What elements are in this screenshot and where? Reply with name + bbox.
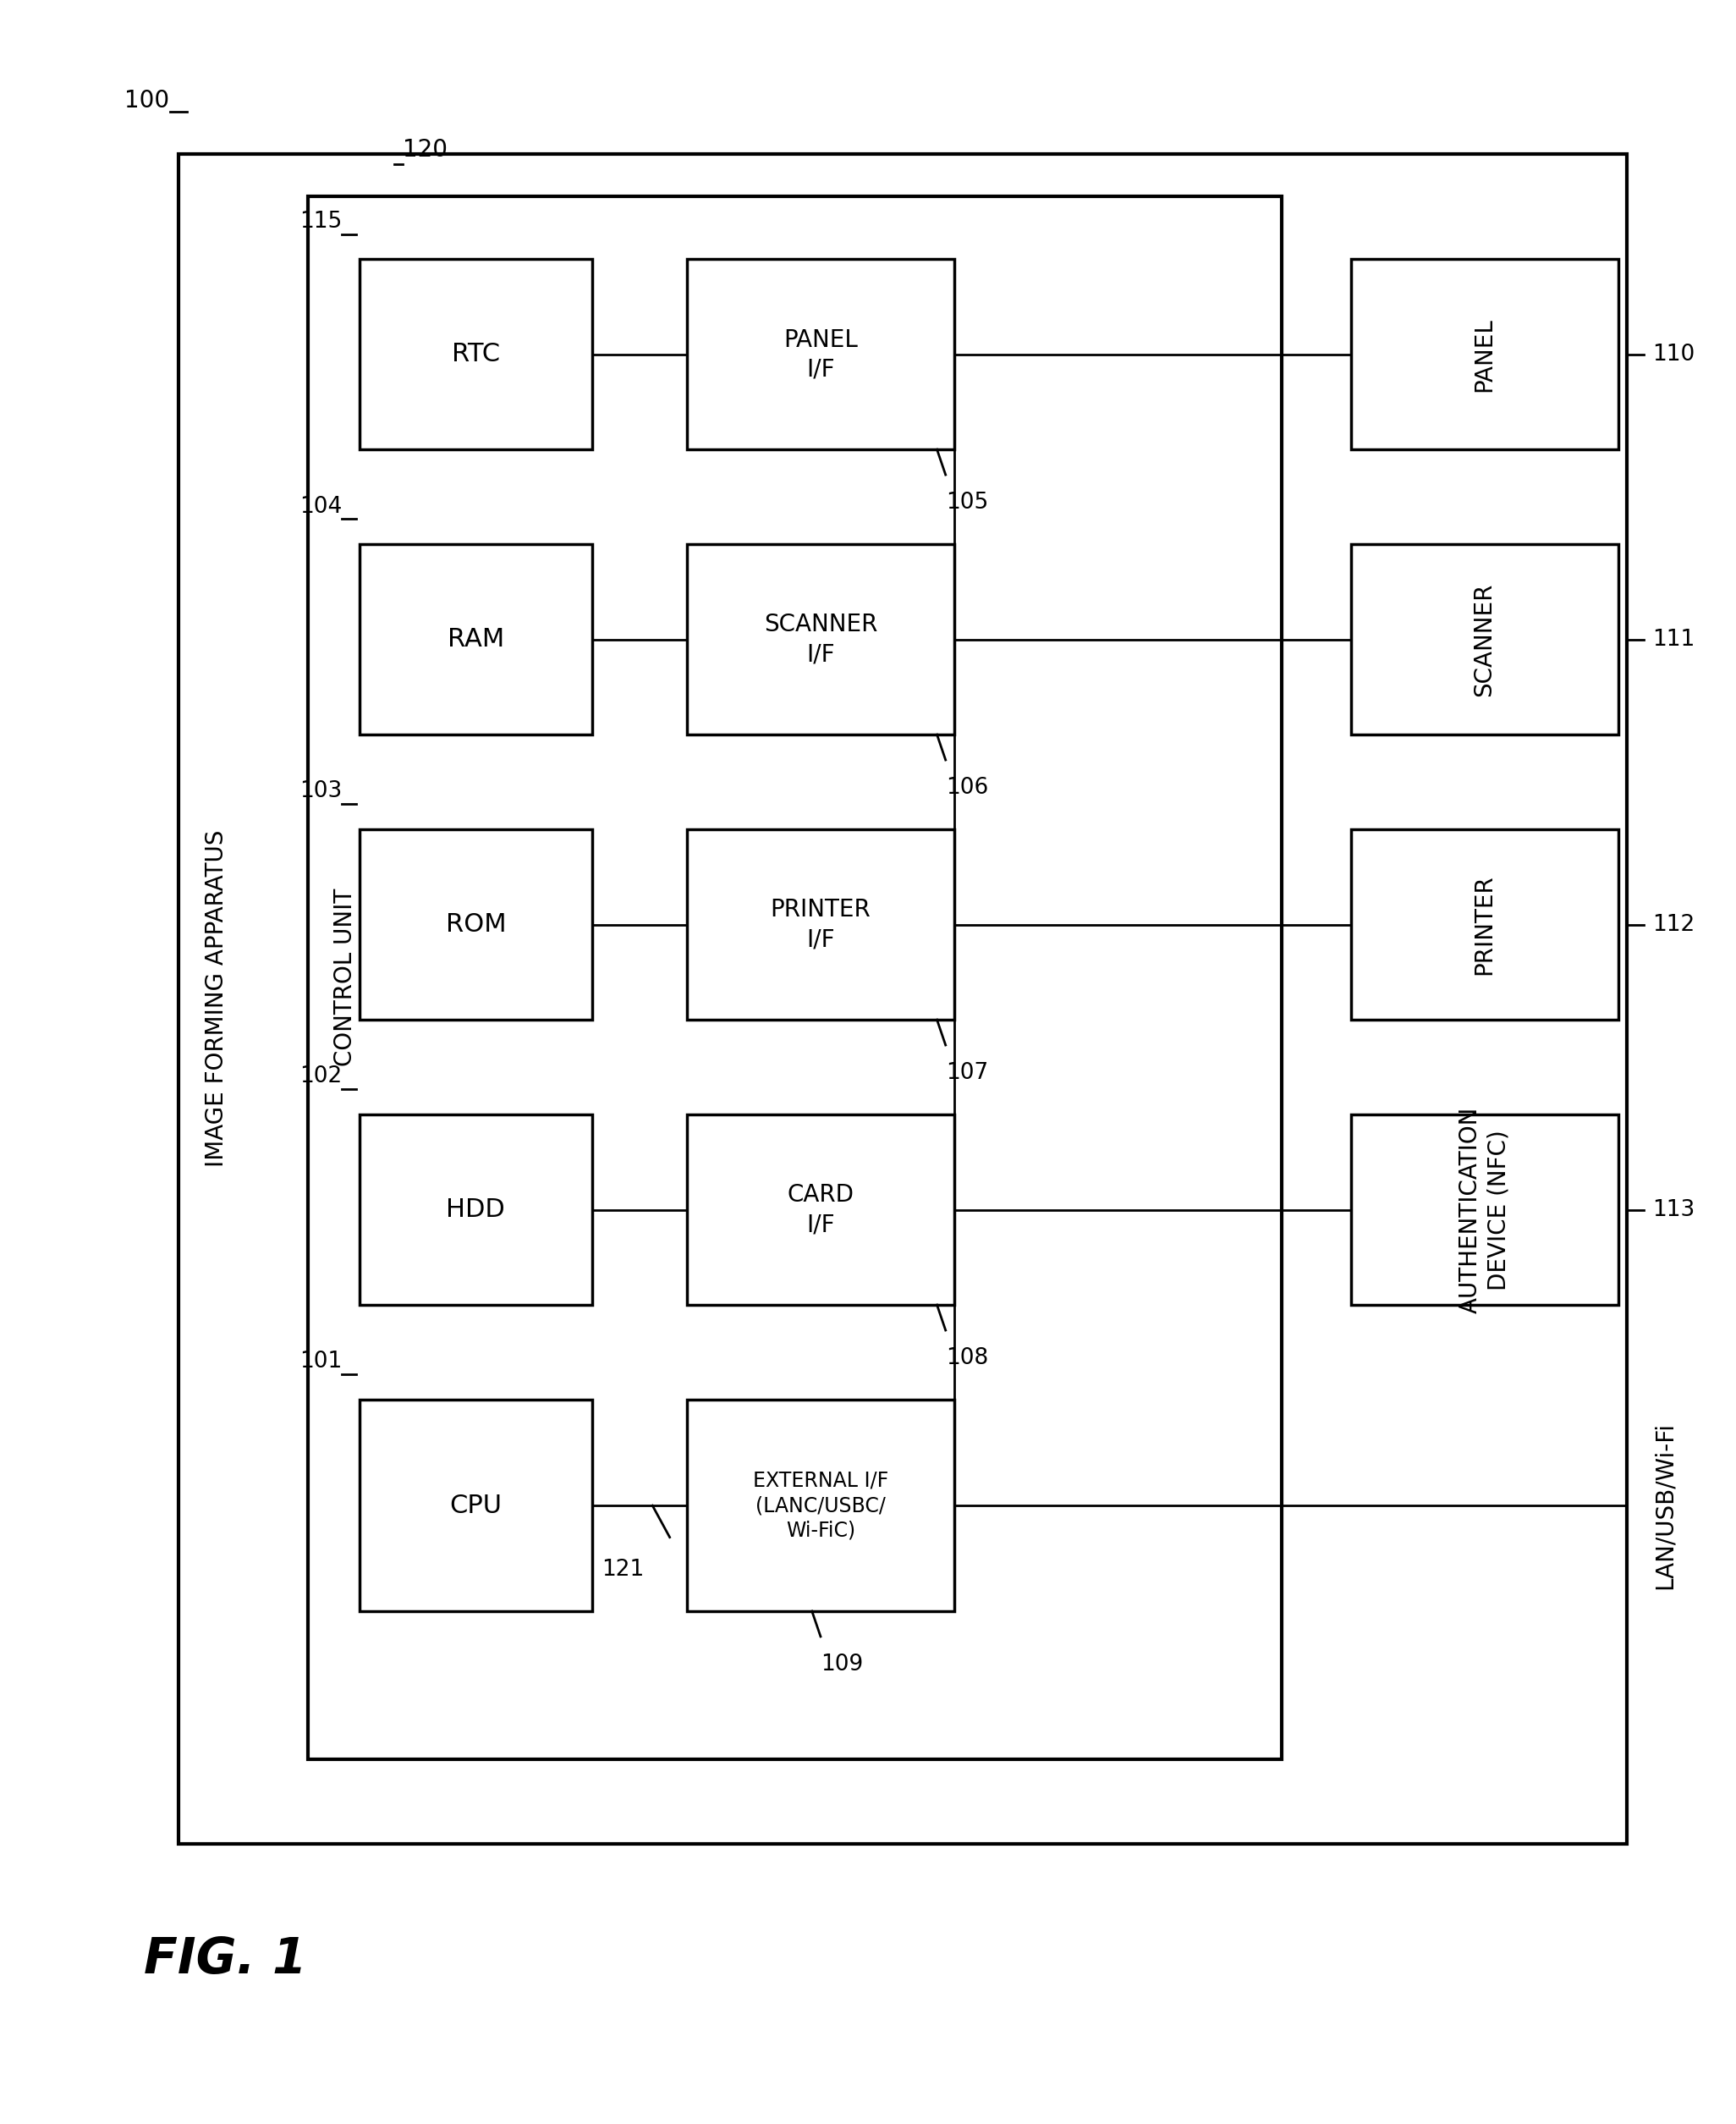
Bar — [687, 544, 955, 735]
Text: 103: 103 — [300, 782, 342, 803]
Text: 111: 111 — [1653, 629, 1694, 650]
Text: PANEL
I/F: PANEL I/F — [783, 327, 858, 380]
Bar — [687, 259, 955, 450]
Text: PRINTER: PRINTER — [1472, 875, 1496, 975]
Text: 110: 110 — [1653, 344, 1694, 365]
Text: 102: 102 — [300, 1066, 342, 1087]
Bar — [359, 830, 592, 1020]
Text: 101: 101 — [300, 1351, 342, 1372]
Text: HDD: HDD — [446, 1198, 505, 1221]
Bar — [687, 1400, 955, 1612]
Text: RAM: RAM — [448, 627, 503, 652]
Bar — [359, 1115, 592, 1304]
Text: 115: 115 — [300, 210, 342, 232]
Text: 106: 106 — [946, 777, 988, 799]
Text: AUTHENTICATION
DEVICE (NFC): AUTHENTICATION DEVICE (NFC) — [1458, 1107, 1510, 1313]
Bar — [687, 1115, 955, 1304]
Text: IMAGE FORMING APPARATUS: IMAGE FORMING APPARATUS — [205, 830, 227, 1168]
Text: 108: 108 — [946, 1347, 988, 1370]
Text: RTC: RTC — [451, 342, 500, 367]
Bar — [359, 1400, 592, 1612]
Bar — [359, 259, 592, 450]
Bar — [179, 153, 1627, 1844]
Bar — [687, 830, 955, 1020]
Text: 121: 121 — [601, 1559, 644, 1580]
Text: 107: 107 — [946, 1062, 988, 1083]
Bar — [1351, 259, 1618, 450]
Text: 120: 120 — [403, 138, 448, 161]
Text: PANEL: PANEL — [1472, 316, 1496, 391]
Text: CONTROL UNIT: CONTROL UNIT — [333, 888, 358, 1066]
Text: CPU: CPU — [450, 1493, 502, 1519]
Text: SCANNER
I/F: SCANNER I/F — [764, 614, 877, 667]
Text: LAN/USB/Wi-Fi: LAN/USB/Wi-Fi — [1653, 1421, 1677, 1589]
Text: 112: 112 — [1653, 913, 1694, 937]
Bar — [1351, 1115, 1618, 1304]
Bar — [1351, 544, 1618, 735]
Text: 109: 109 — [821, 1652, 863, 1676]
Text: 105: 105 — [946, 491, 988, 514]
Text: ROM: ROM — [446, 913, 505, 937]
Bar — [359, 544, 592, 735]
Bar — [1351, 830, 1618, 1020]
Text: FIG. 1: FIG. 1 — [144, 1935, 307, 1984]
Text: EXTERNAL I/F
(LANC/USBC/
Wi-FiC): EXTERNAL I/F (LANC/USBC/ Wi-FiC) — [753, 1470, 889, 1540]
Text: CARD
I/F: CARD I/F — [786, 1183, 854, 1236]
Text: SCANNER: SCANNER — [1472, 582, 1496, 697]
Bar — [307, 195, 1281, 1759]
Text: 104: 104 — [300, 495, 342, 518]
Text: 100: 100 — [125, 89, 170, 113]
Text: PRINTER
I/F: PRINTER I/F — [771, 898, 871, 952]
Text: 113: 113 — [1653, 1198, 1694, 1221]
